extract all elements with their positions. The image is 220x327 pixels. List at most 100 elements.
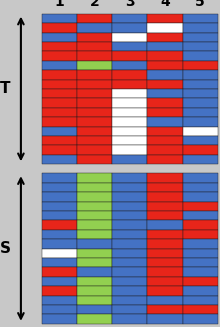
Bar (112, 267, 147, 277)
Bar (112, 183, 147, 192)
Bar (42, 314, 77, 324)
Bar (147, 286, 183, 296)
Bar (147, 70, 183, 79)
Bar (112, 108, 147, 117)
Bar (112, 296, 147, 305)
Bar (147, 23, 183, 33)
Bar (42, 192, 77, 201)
Bar (183, 108, 218, 117)
Bar (77, 258, 112, 267)
Bar (147, 14, 183, 23)
Bar (183, 61, 218, 70)
Bar (183, 23, 218, 33)
Bar (112, 127, 147, 136)
Bar (147, 258, 183, 267)
Bar (112, 155, 147, 164)
Bar (42, 117, 77, 127)
Bar (147, 267, 183, 277)
Bar (42, 32, 77, 42)
Bar (147, 183, 183, 192)
Bar (147, 42, 183, 51)
Bar (147, 277, 183, 286)
Bar (77, 183, 112, 192)
Bar (112, 23, 147, 33)
Bar (112, 220, 147, 230)
Bar (183, 220, 218, 230)
Bar (183, 305, 218, 314)
Bar (42, 51, 77, 61)
Bar (147, 249, 183, 258)
Bar (183, 89, 218, 98)
Bar (147, 61, 183, 70)
Bar (77, 32, 112, 42)
Bar (77, 136, 112, 146)
Bar (42, 127, 77, 136)
Bar (77, 155, 112, 164)
Bar (42, 249, 77, 258)
Bar (112, 239, 147, 249)
Bar (77, 173, 112, 183)
Bar (42, 108, 77, 117)
Text: 1: 1 (55, 0, 64, 9)
Bar (183, 51, 218, 61)
Bar (147, 145, 183, 155)
Bar (147, 239, 183, 249)
Bar (112, 258, 147, 267)
Bar (42, 89, 77, 98)
Bar (147, 32, 183, 42)
Bar (42, 79, 77, 89)
Bar (42, 183, 77, 192)
Bar (77, 42, 112, 51)
Bar (112, 192, 147, 201)
Bar (42, 277, 77, 286)
Bar (147, 220, 183, 230)
Bar (183, 42, 218, 51)
Bar (147, 155, 183, 164)
Bar (183, 98, 218, 108)
Bar (42, 155, 77, 164)
Bar (42, 267, 77, 277)
Bar (112, 14, 147, 23)
Bar (112, 98, 147, 108)
Bar (77, 267, 112, 277)
Bar (42, 136, 77, 146)
Bar (112, 32, 147, 42)
Bar (77, 201, 112, 211)
Bar (112, 61, 147, 70)
Bar (183, 192, 218, 201)
Bar (183, 79, 218, 89)
Bar (77, 98, 112, 108)
Bar (42, 98, 77, 108)
Bar (183, 267, 218, 277)
Bar (183, 70, 218, 79)
Bar (147, 173, 183, 183)
Bar (42, 42, 77, 51)
Bar (77, 79, 112, 89)
Bar (147, 211, 183, 220)
Text: S: S (0, 241, 11, 256)
Text: T: T (0, 81, 11, 96)
Bar (77, 14, 112, 23)
Bar (112, 117, 147, 127)
Bar (112, 305, 147, 314)
Bar (77, 89, 112, 98)
Bar (42, 230, 77, 239)
Bar (77, 70, 112, 79)
Bar (112, 136, 147, 146)
Bar (77, 220, 112, 230)
Bar (77, 23, 112, 33)
Bar (183, 173, 218, 183)
Bar (42, 211, 77, 220)
Bar (112, 51, 147, 61)
Bar (42, 305, 77, 314)
Bar (183, 155, 218, 164)
Bar (42, 145, 77, 155)
Bar (183, 201, 218, 211)
Bar (183, 239, 218, 249)
Bar (147, 192, 183, 201)
Text: 4: 4 (160, 0, 170, 9)
Bar (183, 183, 218, 192)
Bar (147, 108, 183, 117)
Bar (112, 249, 147, 258)
Bar (42, 296, 77, 305)
